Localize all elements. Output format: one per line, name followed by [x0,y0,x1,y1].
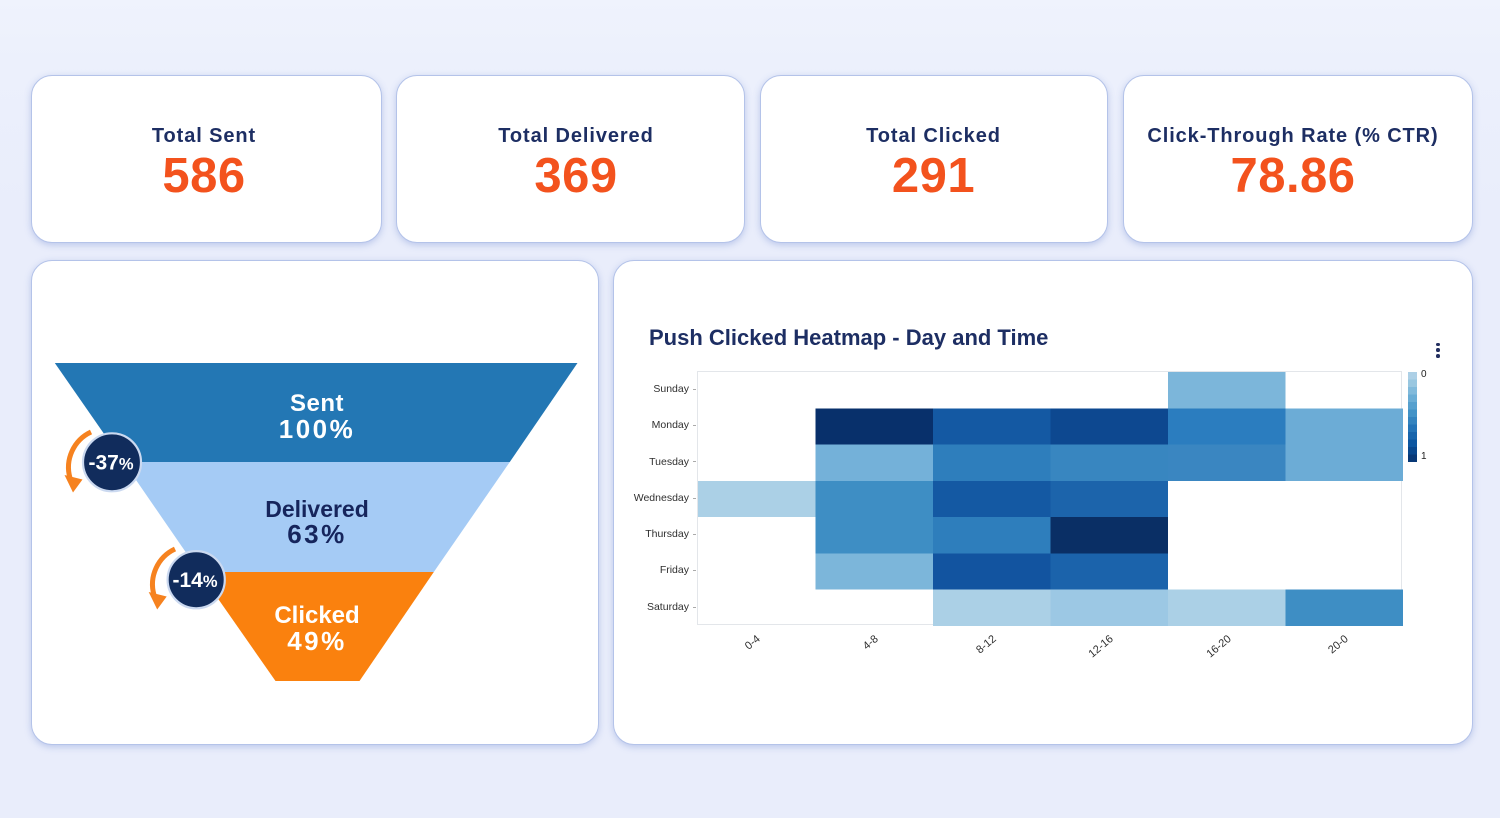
svg-text:63%: 63% [287,519,347,549]
svg-text:Delivered: Delivered [265,496,369,522]
svg-text:-37%: -37% [88,452,133,475]
svg-text:100%: 100% [279,414,356,444]
svg-text:-14%: -14% [172,569,217,592]
svg-text:49%: 49% [287,626,347,656]
svg-text:Clicked: Clicked [274,602,359,629]
svg-text:Sent: Sent [290,390,344,417]
